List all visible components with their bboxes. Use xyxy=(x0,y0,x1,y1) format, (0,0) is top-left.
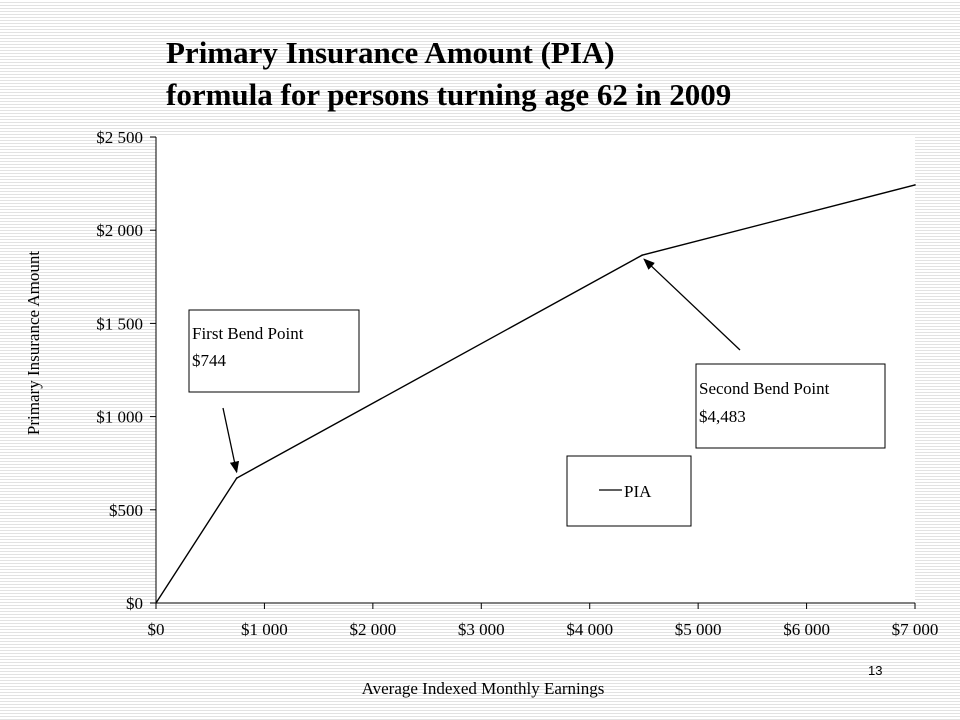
callout-value: $744 xyxy=(192,351,227,370)
page-number: 13 xyxy=(868,663,883,678)
callout-box xyxy=(188,309,360,393)
x-tick-label: $4 000 xyxy=(566,620,613,639)
legend-box xyxy=(566,455,692,527)
y-tick-label: $500 xyxy=(109,501,143,520)
callout-title: First Bend Point xyxy=(192,324,304,343)
bend-point-callout-2: Second Bend Point $4,483 xyxy=(643,258,886,449)
legend: PIA xyxy=(566,455,692,527)
x-tick-label: $1 000 xyxy=(241,620,288,639)
slide-title-line-2: formula for persons turning age 62 in 20… xyxy=(166,77,732,112)
y-tick-label: $1 000 xyxy=(96,408,143,427)
y-tick-label: $0 xyxy=(126,594,143,613)
callout-arrow xyxy=(222,407,240,474)
y-tick-label: $2 000 xyxy=(96,221,143,240)
data-point xyxy=(155,602,157,604)
x-tick-label: $7 000 xyxy=(892,620,939,639)
callout-arrow xyxy=(643,258,741,351)
x-axis: $0 $1 000 $2 000 $3 000 $4 000 $5 000 $6 000 $7… xyxy=(148,602,939,639)
callout-box xyxy=(695,363,886,449)
y-axis: $0 $500 $1 000 $1 500 $2 000 $2 500 xyxy=(96,128,157,613)
x-tick-label: $5 000 xyxy=(675,620,722,639)
data-point xyxy=(641,254,643,256)
x-tick-label: $2 000 xyxy=(349,620,396,639)
bend-point-callout-1: First Bend Point $744 xyxy=(188,309,360,474)
annotation-layer: First Bend Point $744 Second Bend Point $4,… xyxy=(188,258,886,474)
slide-title-line-1: Primary Insurance Amount (PIA) xyxy=(166,35,615,70)
slide-title: Primary Insurance Amount (PIA) formula f… xyxy=(166,32,731,116)
x-tick-label: $0 xyxy=(148,620,165,639)
legend-label: PIA xyxy=(624,482,652,501)
series-layer xyxy=(155,184,916,604)
x-axis-title: Average Indexed Monthly Earnings xyxy=(362,679,605,698)
callout-value: $4,483 xyxy=(699,407,746,426)
series-line-pia xyxy=(155,184,916,604)
y-tick-label: $2 500 xyxy=(96,128,143,147)
data-point xyxy=(914,184,916,186)
y-tick-label: $1 500 xyxy=(96,314,143,333)
callout-title: Second Bend Point xyxy=(699,379,830,398)
data-point xyxy=(235,477,238,479)
x-tick-label: $6 000 xyxy=(783,620,830,639)
x-tick-label: $3 000 xyxy=(458,620,505,639)
y-axis-title: Primary Insurance Amount xyxy=(24,251,43,435)
